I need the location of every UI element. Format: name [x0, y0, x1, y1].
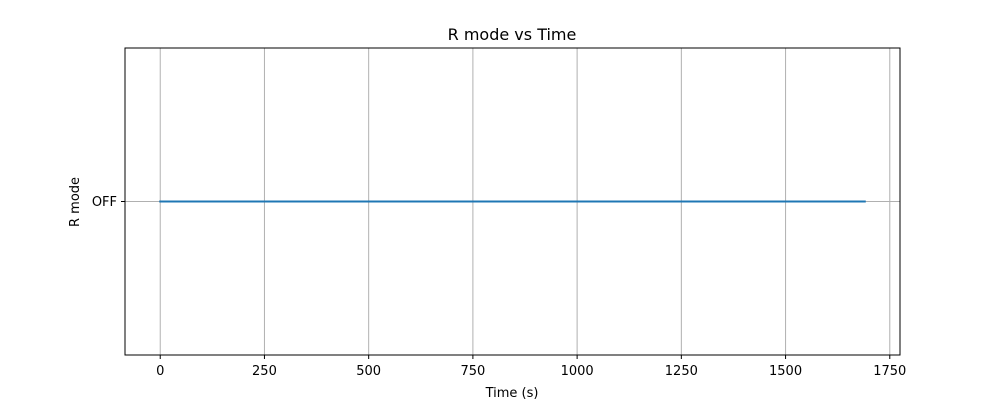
x-tick-label: 1250 [665, 364, 698, 379]
x-tick-label: 250 [252, 364, 277, 379]
x-tick-label: 1000 [561, 364, 594, 379]
x-tick-label: 1750 [873, 364, 906, 379]
x-tick-label: 750 [460, 364, 485, 379]
y-tick-label: OFF [92, 195, 117, 210]
x-tick-label: 500 [356, 364, 381, 379]
x-tick-label: 0 [156, 364, 164, 379]
x-tick-label: 1500 [769, 364, 802, 379]
y-axis-label: R mode [68, 177, 83, 227]
x-axis-ticks: 0 250 500 750 1000 1250 1500 1750 [156, 355, 906, 379]
chart-title: R mode vs Time [448, 25, 577, 44]
y-axis-ticks: OFF [92, 195, 125, 210]
x-axis-label: Time (s) [485, 386, 539, 400]
